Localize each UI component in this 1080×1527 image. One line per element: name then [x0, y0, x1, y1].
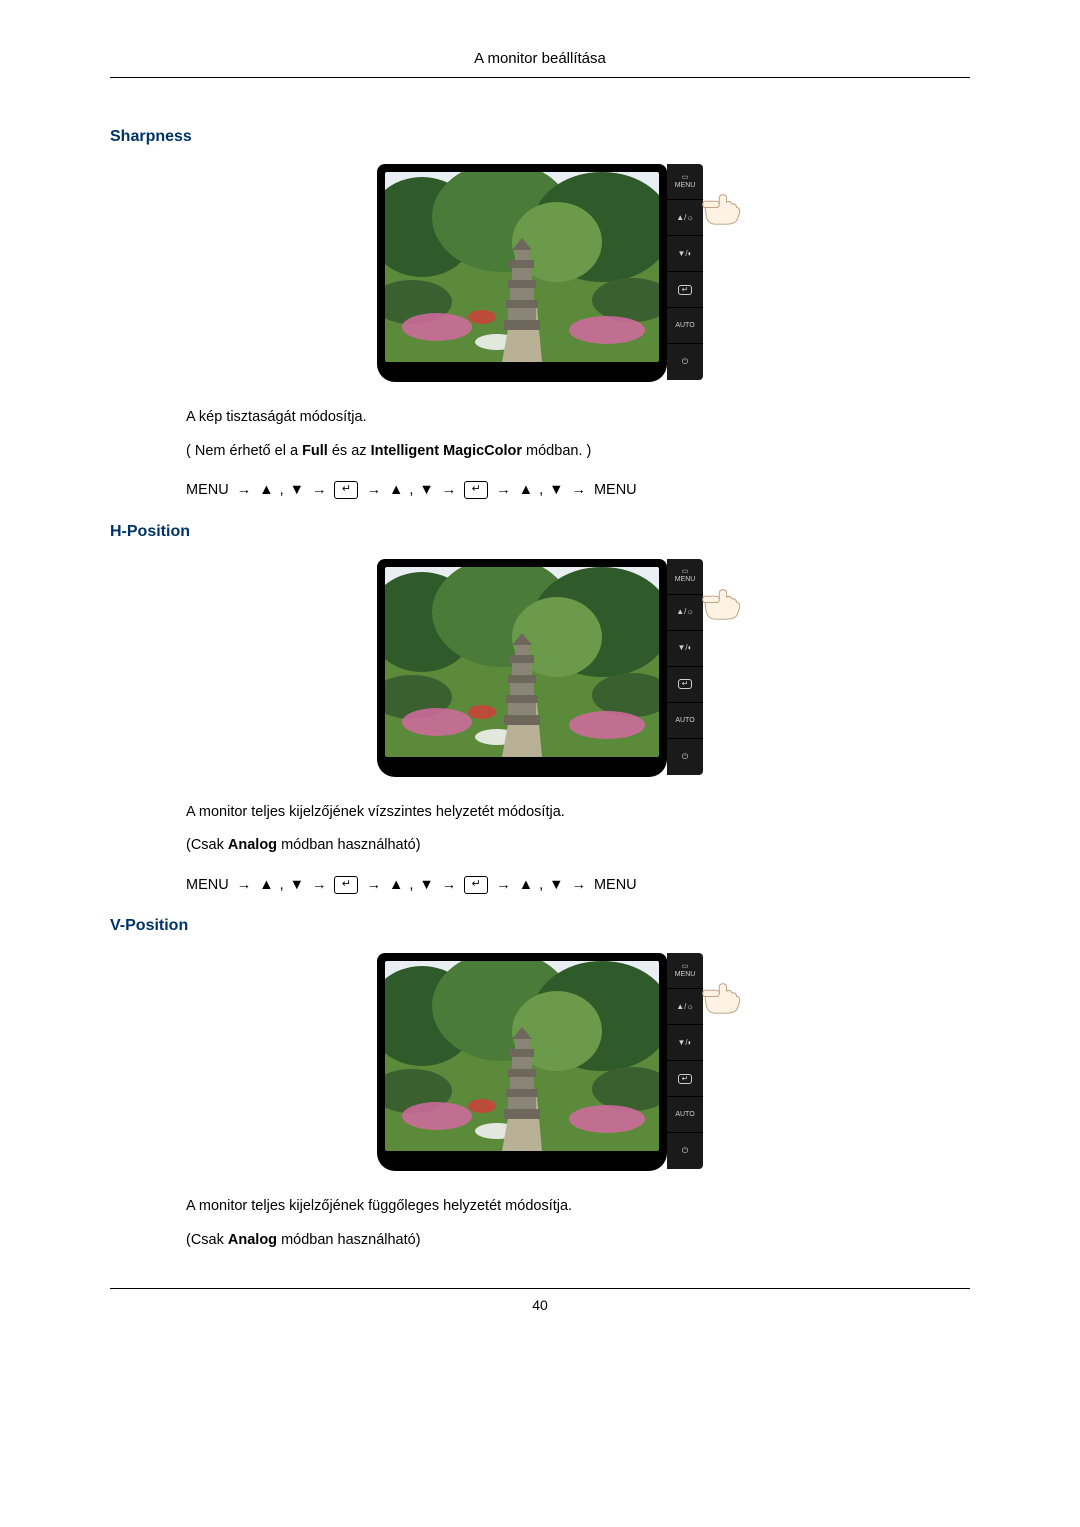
illustration-hposition: ▭MENU▲/☼▼/◐↵AUTO⏻: [110, 559, 970, 777]
auto-button[interactable]: AUTO: [667, 1097, 703, 1133]
sharpness-body: A kép tisztaságát módosítja. ( Nem érhet…: [186, 404, 950, 511]
nav-token: ,: [539, 477, 543, 505]
heading-hposition: H-Position: [110, 523, 970, 541]
up-bright-button[interactable]: ▲/☼: [667, 989, 703, 1025]
enter-button[interactable]: ↵: [667, 272, 703, 308]
nav-token: →: [571, 872, 586, 900]
enter-key-icon: ↵: [334, 876, 358, 894]
vposition-body: A monitor teljes kijelzőjének függőleges…: [186, 1193, 950, 1254]
monitor-button-column: ▭MENU▲/☼▼/◐↵AUTO⏻: [667, 164, 703, 380]
power-button[interactable]: ⏻: [667, 344, 703, 380]
garden-scene: [385, 961, 659, 1151]
power-button[interactable]: ⏻: [667, 1133, 703, 1169]
nav-token: MENU: [186, 872, 229, 900]
nav-token: MENU: [594, 872, 637, 900]
garden-scene: [385, 567, 659, 757]
heading-vposition: V-Position: [110, 917, 970, 935]
nav-token: ,: [280, 477, 284, 505]
nav-token: ,: [280, 872, 284, 900]
nav-token: ▼: [549, 477, 563, 505]
page-footer: 40: [110, 1288, 970, 1313]
monitor-screen: [385, 172, 659, 362]
monitor-button-column: ▭MENU▲/☼▼/◐↵AUTO⏻: [667, 559, 703, 775]
nav-token: →: [312, 872, 327, 900]
nav-token: MENU: [594, 477, 637, 505]
nav-token: ▲: [519, 477, 533, 505]
nav-token: ▼: [549, 872, 563, 900]
nav-token: →: [237, 477, 252, 505]
sharpness-note: ( Nem érhető el a Full és az Intelligent…: [186, 438, 950, 466]
menu-button[interactable]: ▭MENU: [667, 953, 703, 989]
nav-token: ▼: [290, 872, 304, 900]
nav-token: →: [571, 477, 586, 505]
enter-button[interactable]: ↵: [667, 1061, 703, 1097]
nav-token: ▲: [389, 477, 403, 505]
monitor-frame: [377, 559, 667, 777]
nav-token: →: [366, 872, 381, 900]
nav-token: →: [496, 477, 511, 505]
nav-token: →: [442, 477, 457, 505]
enter-key-icon: ↵: [464, 481, 488, 499]
down-contrast-button[interactable]: ▼/◐: [667, 236, 703, 272]
auto-button[interactable]: AUTO: [667, 703, 703, 739]
up-bright-button[interactable]: ▲/☼: [667, 595, 703, 631]
enter-button[interactable]: ↵: [667, 667, 703, 703]
down-contrast-button[interactable]: ▼/◐: [667, 1025, 703, 1061]
hposition-nav: MENU → ▲ , ▼ → ↵ → ▲ , ▼ → ↵ → ▲ , ▼ → M…: [186, 872, 637, 900]
hposition-desc: A monitor teljes kijelzőjének vízszintes…: [186, 799, 950, 827]
menu-button[interactable]: ▭MENU: [667, 559, 703, 595]
illustration-vposition: ▭MENU▲/☼▼/◐↵AUTO⏻: [110, 953, 970, 1171]
nav-token: ▲: [259, 872, 273, 900]
monitor-screen: [385, 567, 659, 757]
garden-scene: [385, 172, 659, 362]
monitor-frame: [377, 953, 667, 1171]
pointing-hand-icon: [699, 969, 745, 1015]
nav-token: ▲: [519, 872, 533, 900]
hposition-note: (Csak Analog módban használható): [186, 832, 950, 860]
page-header-title: A monitor beállítása: [110, 50, 970, 78]
up-bright-button[interactable]: ▲/☼: [667, 200, 703, 236]
hposition-body: A monitor teljes kijelzőjének vízszintes…: [186, 799, 950, 906]
nav-token: ▼: [419, 477, 433, 505]
sharpness-desc: A kép tisztaságát módosítja.: [186, 404, 950, 432]
auto-button[interactable]: AUTO: [667, 308, 703, 344]
power-button[interactable]: ⏻: [667, 739, 703, 775]
enter-key-icon: ↵: [464, 876, 488, 894]
heading-sharpness: Sharpness: [110, 128, 970, 146]
nav-token: MENU: [186, 477, 229, 505]
sharpness-nav: MENU → ▲ , ▼ → ↵ → ▲ , ▼ → ↵ → ▲ , ▼ → M…: [186, 477, 637, 505]
down-contrast-button[interactable]: ▼/◐: [667, 631, 703, 667]
page-number: 40: [532, 1297, 548, 1313]
nav-token: ▼: [290, 477, 304, 505]
vposition-note: (Csak Analog módban használható): [186, 1227, 950, 1255]
illustration-sharpness: ▭MENU▲/☼▼/◐↵AUTO⏻: [110, 164, 970, 382]
pointing-hand-icon: [699, 180, 745, 226]
nav-token: →: [496, 872, 511, 900]
monitor-button-column: ▭MENU▲/☼▼/◐↵AUTO⏻: [667, 953, 703, 1169]
vposition-desc: A monitor teljes kijelzőjének függőleges…: [186, 1193, 950, 1221]
nav-token: ▲: [259, 477, 273, 505]
enter-key-icon: ↵: [334, 481, 358, 499]
monitor-frame: [377, 164, 667, 382]
pointing-hand-icon: [699, 575, 745, 621]
nav-token: ▲: [389, 872, 403, 900]
menu-button[interactable]: ▭MENU: [667, 164, 703, 200]
monitor-screen: [385, 961, 659, 1151]
nav-token: ,: [409, 477, 413, 505]
nav-token: ,: [409, 872, 413, 900]
nav-token: ,: [539, 872, 543, 900]
nav-token: ▼: [419, 872, 433, 900]
nav-token: →: [366, 477, 381, 505]
nav-token: →: [312, 477, 327, 505]
nav-token: →: [237, 872, 252, 900]
nav-token: →: [442, 872, 457, 900]
